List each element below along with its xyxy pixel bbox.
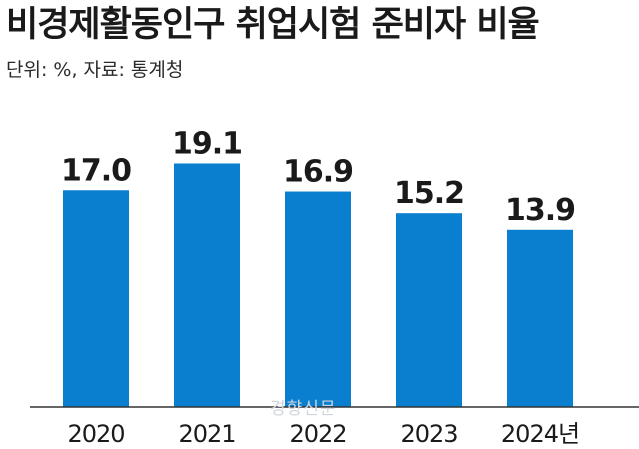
- bar-2023: [396, 213, 462, 407]
- category-label-2024년: 2024년: [501, 420, 579, 448]
- chart-subtitle: 단위: %, 자료: 통계청: [6, 59, 184, 81]
- bar-2021: [174, 163, 240, 407]
- value-label-2020: 17.0: [61, 153, 131, 188]
- bar-2024년: [507, 229, 573, 407]
- value-label-2023: 15.2: [394, 176, 464, 211]
- category-label-2022: 2022: [289, 420, 346, 448]
- value-label-2021: 19.1: [172, 126, 242, 161]
- value-label-2022: 16.9: [283, 155, 353, 190]
- bar-2022: [285, 191, 351, 407]
- chart-title: 비경제활동인구 취업시험 준비자 비율: [6, 5, 540, 45]
- value-label-2024년: 13.9: [505, 193, 575, 228]
- bar-2020: [63, 190, 129, 407]
- category-label-2021: 2021: [178, 420, 235, 448]
- watermark-text: 경향신문: [270, 399, 337, 419]
- category-label-2020: 2020: [67, 420, 124, 448]
- category-label-2023: 2023: [400, 420, 457, 448]
